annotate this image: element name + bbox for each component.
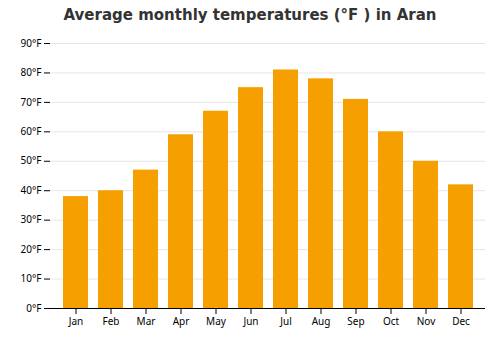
- svg-text:Sep: Sep: [347, 314, 364, 328]
- svg-text:May: May: [206, 314, 227, 328]
- svg-text:70°F: 70°F: [21, 95, 42, 109]
- svg-text:Apr: Apr: [173, 314, 190, 328]
- svg-text:50°F: 50°F: [21, 153, 42, 167]
- svg-text:40°F: 40°F: [21, 183, 42, 197]
- svg-text:Feb: Feb: [103, 314, 120, 328]
- svg-text:80°F: 80°F: [21, 65, 42, 79]
- svg-text:Mar: Mar: [137, 314, 156, 328]
- svg-text:60°F: 60°F: [21, 124, 42, 138]
- svg-text:10°F: 10°F: [21, 271, 42, 285]
- svg-text:Jul: Jul: [279, 314, 292, 328]
- svg-text:90°F: 90°F: [21, 36, 42, 50]
- svg-text:Jan: Jan: [68, 314, 84, 328]
- svg-text:Nov: Nov: [417, 314, 436, 328]
- svg-text:20°F: 20°F: [21, 242, 42, 256]
- html-text:Average monthly temperatures (: Average monthly temperatures (°F ) in Ar…: [63, 6, 437, 24]
- svg-text:Aug: Aug: [312, 314, 331, 328]
- svg-text:30°F: 30°F: [21, 212, 42, 226]
- svg-text:Oct: Oct: [383, 314, 400, 328]
- svg-text:Jun: Jun: [242, 314, 258, 328]
- svg-text:Dec: Dec: [452, 314, 470, 328]
- svg-text:0°F: 0°F: [26, 301, 41, 315]
